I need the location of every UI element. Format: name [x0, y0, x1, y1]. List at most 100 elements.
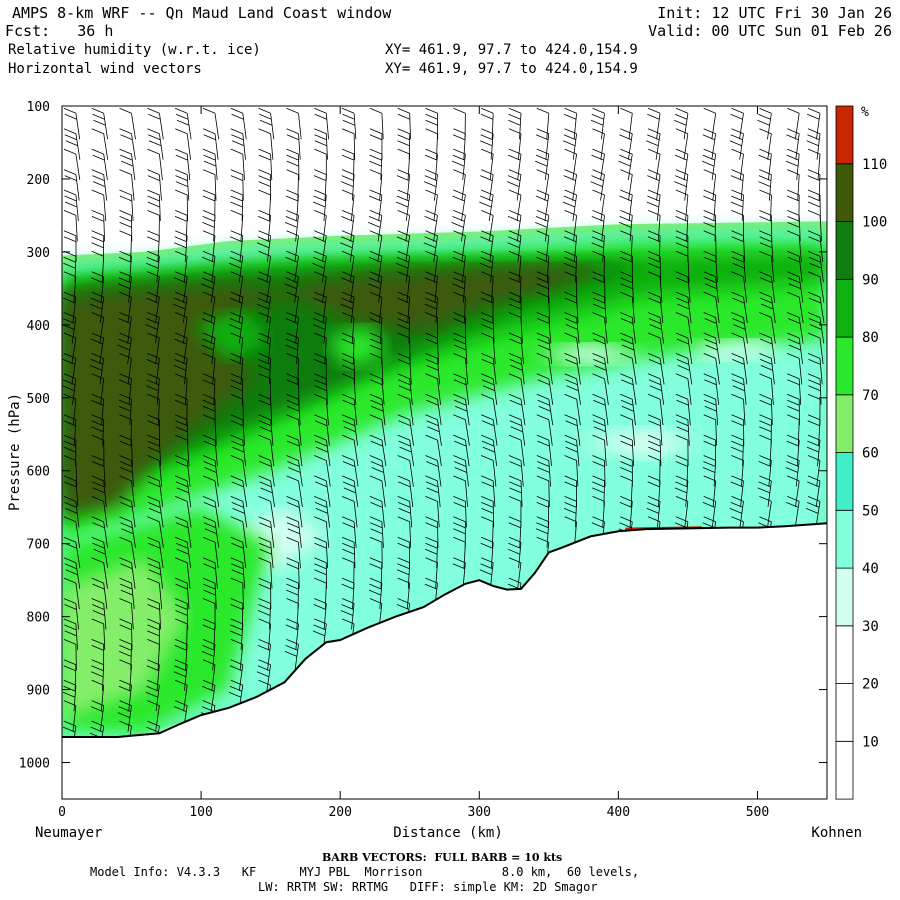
wind-barb [396, 230, 411, 262]
wind-barb [702, 128, 717, 160]
wind-barb [534, 148, 550, 181]
wind-barb [146, 230, 160, 262]
wind-barb [787, 332, 803, 365]
wind-barb [175, 496, 192, 528]
wind-barb [341, 107, 357, 140]
wind-barb [757, 107, 772, 140]
wind-barb [703, 353, 720, 385]
wind-barb [63, 659, 77, 691]
wind-barb [675, 332, 693, 365]
wind-barb [563, 250, 577, 283]
wind-barb [647, 107, 661, 140]
wind-barb [453, 291, 466, 324]
wind-barb [175, 475, 192, 507]
wind-barb [147, 271, 160, 303]
wind-barb [341, 577, 355, 610]
wind-barb [807, 414, 821, 446]
wind-barb [63, 557, 81, 589]
wind-barb [285, 250, 299, 283]
wind-barb [258, 312, 271, 344]
colorbar-label: 60 [862, 446, 879, 462]
wind-barb [201, 332, 216, 365]
wind-barb [618, 148, 633, 181]
wind-barb [341, 271, 355, 303]
wind-barb [703, 169, 717, 201]
wind-barb [479, 250, 494, 283]
terrain [61, 522, 828, 799]
wind-barb [703, 271, 719, 303]
wind-barb [787, 169, 800, 201]
wind-barb [147, 577, 163, 610]
wind-barb [62, 353, 77, 385]
wind-barb [731, 455, 744, 487]
wind-barb [620, 393, 636, 426]
wind-barb [453, 332, 468, 365]
wind-barb [507, 536, 522, 569]
wind-barb [312, 250, 327, 283]
wind-barb [286, 169, 299, 201]
wind-barb [397, 577, 411, 610]
rh-pocket-30-40-b [576, 427, 702, 460]
wind-barb [424, 271, 438, 303]
wind-barb [91, 557, 108, 589]
wind-barb [806, 128, 821, 160]
wind-barb [368, 271, 383, 303]
wind-barb [701, 148, 717, 181]
wind-barb [341, 373, 357, 405]
colorbar-label: 40 [862, 561, 879, 577]
xy-range-2: XY= 461.9, 97.7 to 424.0,154.9 [385, 61, 638, 77]
colorbar-label: 50 [862, 503, 879, 519]
wind-barb [453, 475, 468, 507]
wind-barb [425, 536, 438, 569]
wind-barb [453, 496, 467, 528]
wind-barb [91, 618, 106, 650]
wind-barb [286, 557, 300, 589]
model-info: Model Info: V4.3.3 KF MYJ PBL Morrison 8… [90, 865, 640, 879]
wind-barb [674, 475, 689, 507]
wind-barb [147, 496, 164, 528]
wind-barb [174, 271, 188, 303]
wind-barb [369, 414, 386, 446]
wind-barb [759, 250, 775, 283]
wind-barb [119, 496, 136, 528]
wind-barb [807, 455, 821, 487]
wind-barb [90, 659, 105, 691]
barb-column [507, 107, 526, 610]
wind-barb [62, 312, 77, 344]
wind-barb [258, 455, 275, 487]
wind-barb [423, 169, 438, 201]
wind-barb [508, 128, 522, 160]
wind-barb [508, 271, 522, 303]
wind-barb [759, 312, 776, 344]
wind-barb [731, 353, 748, 385]
wind-barb [286, 148, 300, 181]
colorbar-segment [835, 221, 854, 280]
wind-barb [619, 189, 633, 222]
wind-barb [592, 250, 605, 283]
wind-barb [117, 332, 132, 365]
wind-barb [91, 250, 105, 283]
wind-barb [620, 434, 634, 467]
barb-column [729, 107, 748, 548]
wind-barb [397, 414, 414, 446]
wind-barb [147, 455, 163, 487]
barb-column [479, 107, 498, 589]
wind-barb [759, 353, 775, 385]
wind-barb [202, 393, 216, 426]
wind-barb [202, 577, 217, 610]
wind-barb [369, 516, 384, 548]
wind-barb [368, 250, 383, 283]
wind-barb [314, 455, 331, 487]
wind-barb [119, 536, 136, 569]
wind-barb [286, 475, 303, 507]
wind-barb [145, 312, 160, 344]
wind-barb [369, 128, 383, 160]
wind-barb [91, 373, 105, 405]
wind-barb [786, 128, 800, 160]
wind-barb [258, 250, 271, 283]
x-tick-label: 400 [607, 805, 630, 820]
wind-barb [313, 189, 327, 222]
wind-barb [175, 536, 192, 569]
wind-barb [675, 128, 689, 160]
wind-barb [425, 107, 439, 140]
